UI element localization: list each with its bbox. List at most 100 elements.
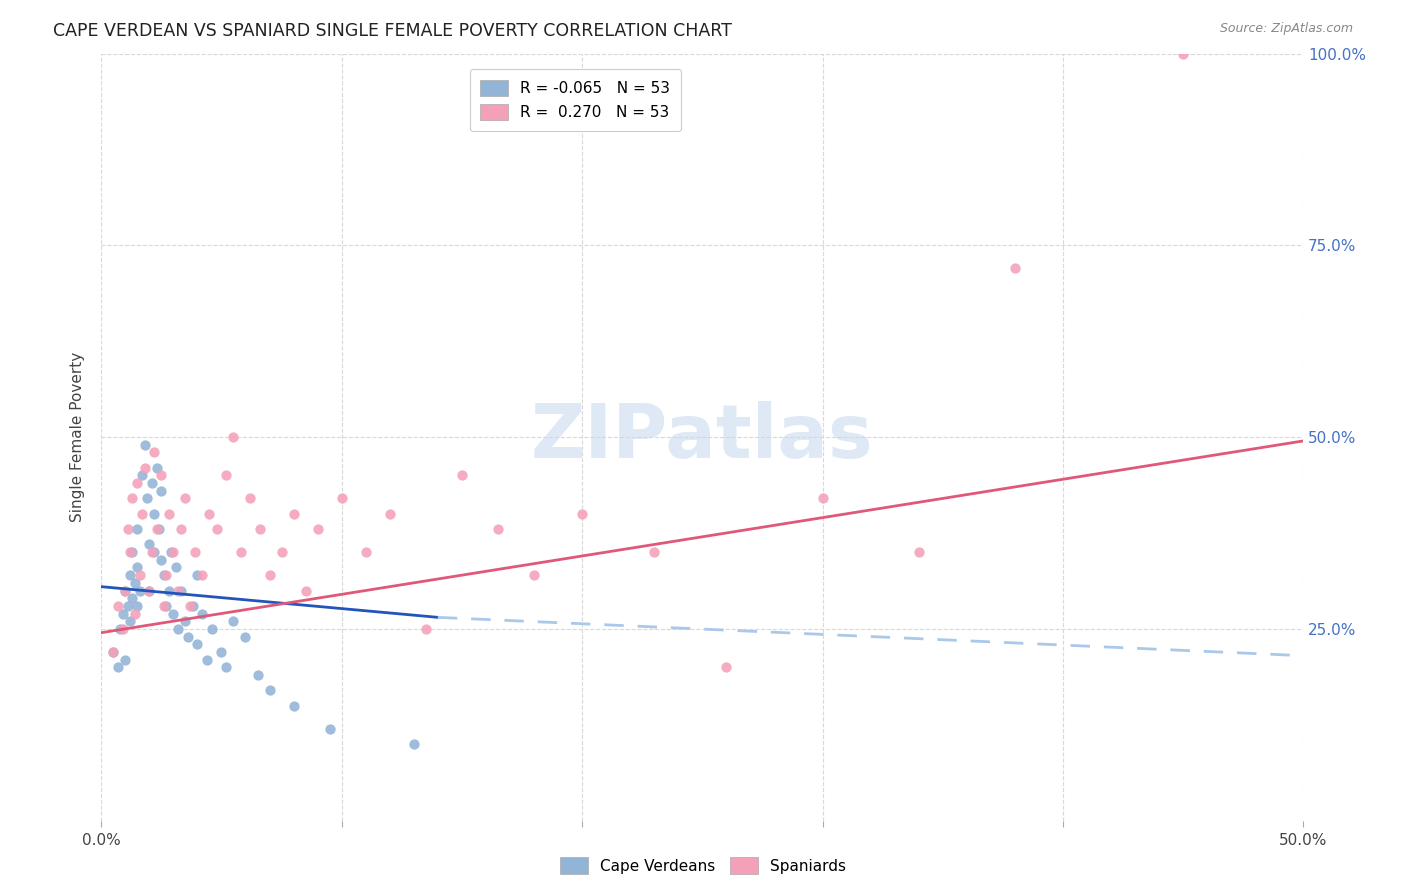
Point <box>270 545 292 559</box>
Point <box>643 545 665 559</box>
Point <box>222 614 245 628</box>
Point <box>138 537 160 551</box>
Point <box>143 445 166 459</box>
Point <box>205 522 228 536</box>
Point <box>907 545 929 559</box>
Point <box>486 522 509 536</box>
Point <box>169 522 191 536</box>
Point <box>131 507 153 521</box>
Point <box>186 568 208 582</box>
Point <box>128 568 150 582</box>
Point <box>235 630 257 644</box>
Point <box>191 568 214 582</box>
Point <box>259 568 281 582</box>
Point <box>167 622 190 636</box>
Point <box>127 476 149 491</box>
Point <box>145 460 167 475</box>
Legend: Cape Verdeans, Spaniards: Cape Verdeans, Spaniards <box>554 851 852 880</box>
Point <box>150 483 173 498</box>
Text: ZIPatlas: ZIPatlas <box>531 401 873 474</box>
Point <box>103 645 125 659</box>
Point <box>121 591 143 606</box>
Point <box>110 622 132 636</box>
Point <box>155 599 177 613</box>
Point <box>259 683 281 698</box>
Point <box>114 583 136 598</box>
Point <box>124 607 146 621</box>
Point <box>152 568 174 582</box>
Point <box>283 507 305 521</box>
Point <box>239 491 262 506</box>
Point <box>450 468 472 483</box>
Text: CAPE VERDEAN VS SPANIARD SINGLE FEMALE POVERTY CORRELATION CHART: CAPE VERDEAN VS SPANIARD SINGLE FEMALE P… <box>53 22 733 40</box>
Point <box>195 652 218 666</box>
Point <box>184 545 207 559</box>
Point <box>402 737 425 751</box>
Point <box>811 491 834 506</box>
Point <box>114 583 136 598</box>
Point <box>523 568 546 582</box>
Point <box>121 545 143 559</box>
Y-axis label: Single Female Poverty: Single Female Poverty <box>70 352 86 522</box>
Point <box>150 468 173 483</box>
Point <box>117 522 139 536</box>
Point <box>138 583 160 598</box>
Point <box>131 468 153 483</box>
Point <box>571 507 593 521</box>
Point <box>134 438 156 452</box>
Point <box>162 545 184 559</box>
Point <box>378 507 401 521</box>
Point <box>174 491 197 506</box>
Point <box>318 722 340 736</box>
Legend: R = -0.065   N = 53, R =  0.270   N = 53: R = -0.065 N = 53, R = 0.270 N = 53 <box>470 69 681 131</box>
Point <box>307 522 329 536</box>
Point <box>107 599 129 613</box>
Point <box>117 599 139 613</box>
Point <box>121 491 143 506</box>
Point <box>415 622 437 636</box>
Point <box>167 583 190 598</box>
Point <box>148 522 170 536</box>
Point <box>103 645 125 659</box>
Point <box>128 583 150 598</box>
Point <box>222 430 245 444</box>
Point <box>354 545 377 559</box>
Point <box>141 545 163 559</box>
Point <box>127 599 149 613</box>
Point <box>165 560 187 574</box>
Point <box>169 583 191 598</box>
Point <box>181 599 204 613</box>
Point <box>145 522 167 536</box>
Point <box>120 614 142 628</box>
Point <box>127 560 149 574</box>
Point <box>198 507 221 521</box>
Point <box>120 545 142 559</box>
Point <box>1171 46 1194 61</box>
Point <box>215 468 238 483</box>
Point <box>249 522 271 536</box>
Point <box>134 460 156 475</box>
Point <box>143 507 166 521</box>
Point <box>120 568 142 582</box>
Point <box>135 491 157 506</box>
Point <box>716 660 738 674</box>
Point <box>155 568 177 582</box>
Point <box>111 622 134 636</box>
Point <box>1004 261 1026 276</box>
Point <box>150 553 173 567</box>
Point <box>246 668 269 682</box>
Point <box>174 614 197 628</box>
Point <box>229 545 252 559</box>
Point <box>160 545 183 559</box>
Point <box>283 698 305 713</box>
Point <box>138 583 160 598</box>
Point <box>124 575 146 590</box>
Point <box>177 630 200 644</box>
Point <box>294 583 316 598</box>
Text: Source: ZipAtlas.com: Source: ZipAtlas.com <box>1219 22 1353 36</box>
Point <box>201 622 224 636</box>
Point <box>179 599 201 613</box>
Point <box>191 607 214 621</box>
Point <box>141 476 163 491</box>
Point <box>152 599 174 613</box>
